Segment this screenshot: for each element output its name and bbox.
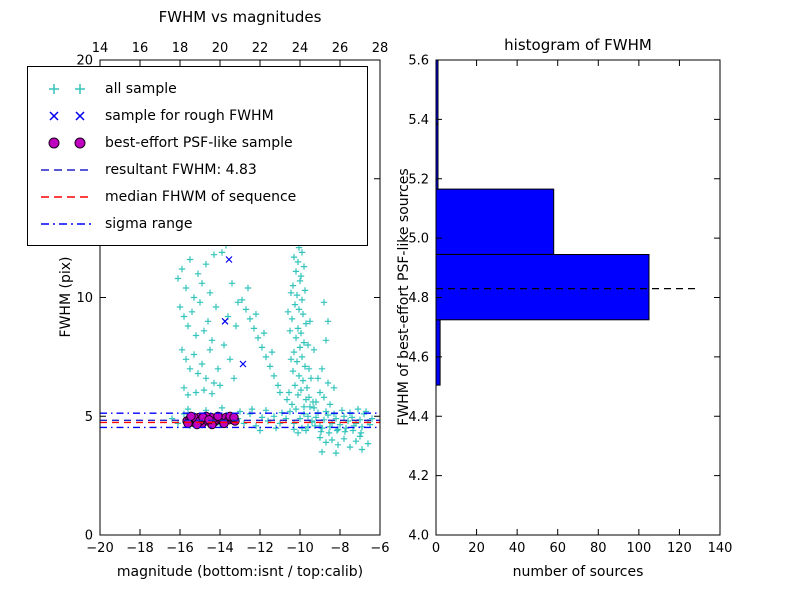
legend-item: best-effort PSF-like sample bbox=[38, 129, 357, 156]
legend-marker-circle-icon bbox=[48, 137, 86, 148]
svg-text:20: 20 bbox=[76, 54, 93, 69]
right-x-ticks: 0 20 40 60 80 100 120 140 bbox=[432, 60, 733, 556]
svg-text:28: 28 bbox=[372, 41, 389, 56]
legend: all sample sample for rough FWHM best-effo… bbox=[27, 66, 368, 246]
svg-text:120: 120 bbox=[667, 541, 692, 556]
svg-text:14: 14 bbox=[92, 41, 109, 56]
svg-text:5.2: 5.2 bbox=[408, 172, 429, 187]
scatter-series-x bbox=[188, 256, 247, 425]
svg-text:−8: −8 bbox=[330, 541, 349, 556]
histogram-bars bbox=[435, 59, 650, 386]
svg-text:5.0: 5.0 bbox=[408, 232, 429, 247]
svg-text:5.6: 5.6 bbox=[408, 54, 429, 69]
svg-text:−14: −14 bbox=[206, 541, 233, 556]
svg-text:5.4: 5.4 bbox=[408, 113, 429, 128]
legend-marker-dashdot-icon bbox=[41, 222, 93, 225]
legend-marker-plus-icon bbox=[49, 83, 85, 94]
histogram-bar bbox=[435, 188, 555, 255]
legend-item: all sample bbox=[38, 75, 357, 102]
legend-label: resultant FWHM: 4.83 bbox=[105, 161, 257, 178]
svg-text:4.0: 4.0 bbox=[408, 529, 429, 544]
legend-item: sample for rough FWHM bbox=[38, 102, 357, 129]
right-plot-title: histogram of FWHM bbox=[504, 36, 652, 54]
legend-label: sigma range bbox=[105, 215, 193, 232]
left-x-ticks-bottom: −20 −18 −16 −14 −12 −10 −8 −6 bbox=[86, 529, 390, 556]
legend-label: all sample bbox=[105, 80, 177, 97]
svg-text:26: 26 bbox=[332, 41, 349, 56]
svg-text:140: 140 bbox=[708, 541, 733, 556]
svg-text:10: 10 bbox=[76, 291, 93, 306]
svg-text:4.2: 4.2 bbox=[408, 469, 429, 484]
svg-text:20: 20 bbox=[468, 541, 485, 556]
histogram-bar bbox=[435, 319, 441, 386]
svg-text:80: 80 bbox=[590, 541, 607, 556]
svg-text:−6: −6 bbox=[370, 541, 389, 556]
svg-text:5: 5 bbox=[85, 410, 93, 425]
right-plot-xlabel: number of sources bbox=[512, 564, 644, 580]
legend-marker-dashed-icon bbox=[41, 195, 93, 198]
svg-text:−20: −20 bbox=[86, 541, 113, 556]
legend-item: sigma range bbox=[38, 210, 357, 237]
svg-text:40: 40 bbox=[509, 541, 526, 556]
svg-text:−18: −18 bbox=[126, 541, 153, 556]
left-plot-xlabel: magnitude (bottom:isnt / top:calib) bbox=[116, 564, 364, 580]
svg-text:0: 0 bbox=[85, 529, 93, 544]
svg-text:20: 20 bbox=[212, 41, 229, 56]
svg-text:4.4: 4.4 bbox=[408, 410, 429, 425]
svg-text:−16: −16 bbox=[166, 541, 193, 556]
legend-item: resultant FWHM: 4.83 bbox=[38, 156, 357, 183]
svg-text:−12: −12 bbox=[246, 541, 273, 556]
svg-text:16: 16 bbox=[132, 41, 149, 56]
legend-marker-dashed-icon bbox=[41, 168, 93, 171]
legend-item: median FHWM of sequence bbox=[38, 183, 357, 210]
scatter-series-plus bbox=[168, 242, 376, 457]
left-plot-ylabel: FWHM (pix) bbox=[58, 256, 74, 338]
svg-text:−10: −10 bbox=[286, 541, 313, 556]
svg-text:4.8: 4.8 bbox=[408, 291, 429, 306]
left-x-ticks-top: 14 16 18 20 22 24 26 28 bbox=[92, 41, 389, 66]
svg-text:24: 24 bbox=[292, 41, 309, 56]
left-plot-title: FWHM vs magnitudes bbox=[158, 8, 322, 26]
svg-text:18: 18 bbox=[172, 41, 189, 56]
right-plot-ylabel: FWHM of best-effort PSF-like sources bbox=[396, 168, 412, 426]
svg-text:4.6: 4.6 bbox=[408, 350, 429, 365]
svg-text:0: 0 bbox=[432, 541, 440, 556]
legend-label: best-effort PSF-like sample bbox=[105, 134, 293, 151]
legend-marker-x-icon bbox=[49, 110, 85, 121]
svg-text:22: 22 bbox=[252, 41, 269, 56]
svg-text:100: 100 bbox=[626, 541, 651, 556]
histogram-bar bbox=[435, 254, 650, 321]
svg-text:60: 60 bbox=[549, 541, 566, 556]
legend-label: median FHWM of sequence bbox=[105, 188, 297, 205]
right-y-ticks: 4.0 4.2 4.4 4.6 4.8 5.0 5.2 5.4 5.6 bbox=[408, 54, 720, 544]
legend-label: sample for rough FWHM bbox=[105, 107, 274, 124]
